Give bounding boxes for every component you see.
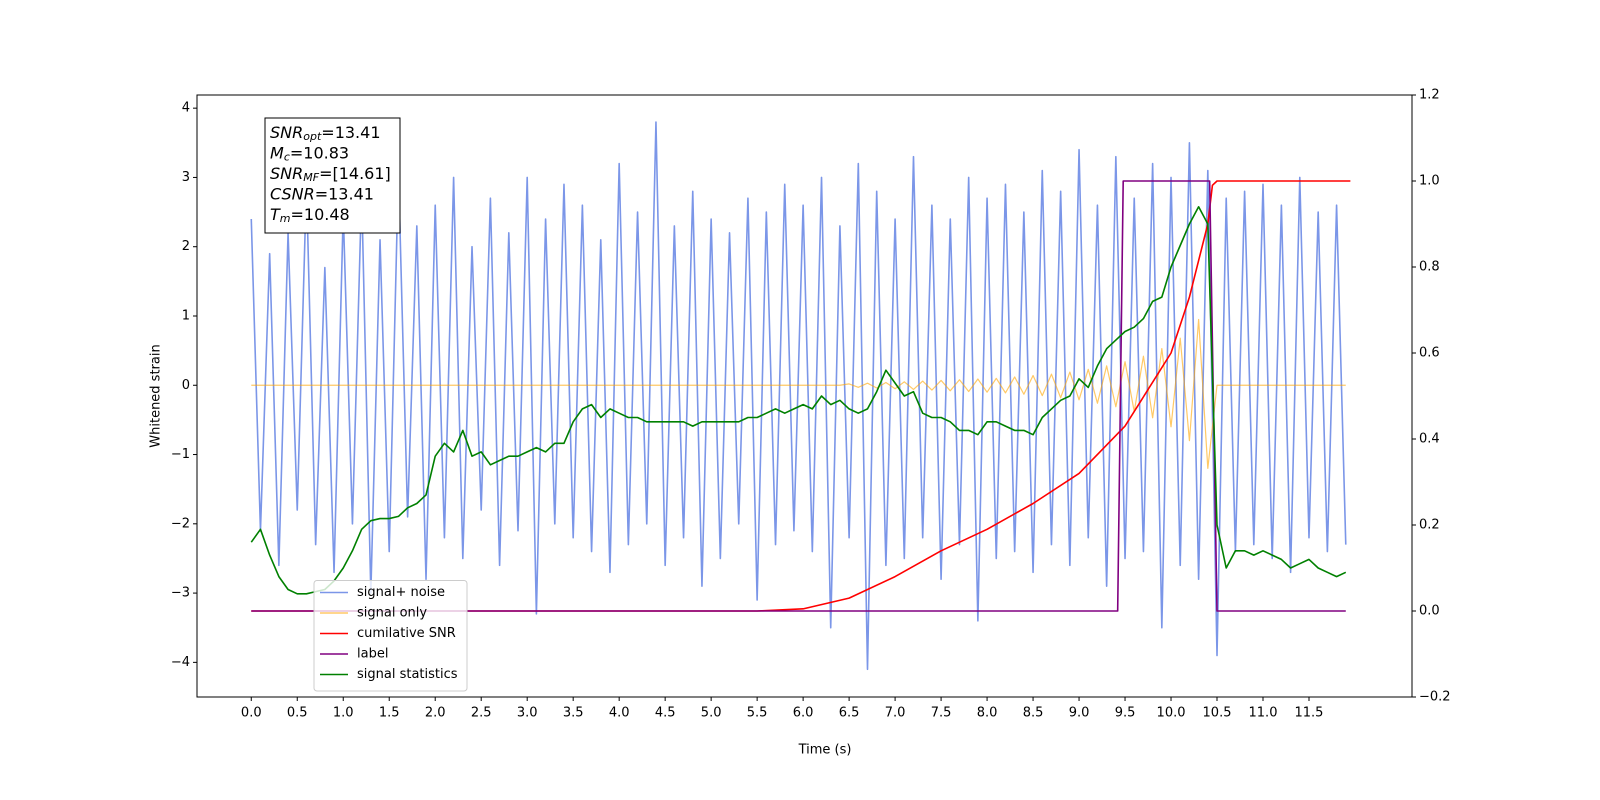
annotation-value: =13.41 xyxy=(315,184,374,203)
x-tick-label: 7.0 xyxy=(885,706,906,721)
annotation-value: =10.48 xyxy=(291,205,350,224)
series-line xyxy=(250,121,1347,671)
x-axis-label: Time (s) xyxy=(798,743,852,758)
series-line xyxy=(251,180,1346,612)
x-tick-label: 0.0 xyxy=(241,706,262,721)
x-tick-label: 2.0 xyxy=(425,706,446,721)
x-tick-label: 6.5 xyxy=(839,706,860,721)
annotation-subscript: opt xyxy=(303,130,322,143)
x-tick-label: 1.0 xyxy=(333,706,354,721)
x-tick-label: 6.0 xyxy=(793,706,814,721)
y-tick-label: 0 xyxy=(182,378,190,393)
annotation-symbol: M xyxy=(270,143,284,162)
annotation-line: SNRMF=[14.61] xyxy=(270,164,391,185)
annotation-value: =13.41 xyxy=(321,123,380,142)
y-tick-label: −3 xyxy=(171,586,190,601)
y-tick-label: 3 xyxy=(182,170,190,185)
legend-label: signal statistics xyxy=(357,667,458,682)
x-tick-label: 1.5 xyxy=(379,706,400,721)
legend-label: cumilative SNR xyxy=(357,626,456,641)
plot-frame xyxy=(196,94,1413,698)
x-tick-label: 5.5 xyxy=(747,706,768,721)
annotation-symbol: T xyxy=(270,205,281,224)
x-tick-label: 10.0 xyxy=(1157,706,1186,721)
y-tick-label: 2 xyxy=(182,239,190,254)
y2-tick-label: 0.2 xyxy=(1419,518,1440,533)
x-tick-label: 11.0 xyxy=(1249,706,1278,721)
x-tick-label: 8.5 xyxy=(1023,706,1044,721)
annotation-value: =10.83 xyxy=(290,143,349,162)
y-tick-label: 4 xyxy=(182,101,190,116)
legend-label: label xyxy=(357,647,388,662)
x-tick-label: 10.5 xyxy=(1203,706,1232,721)
annotation-line: Tm=10.48 xyxy=(270,205,350,226)
x-tick-label: 5.0 xyxy=(701,706,722,721)
annotation-line: Mc=10.83 xyxy=(270,143,349,164)
y2-tick-label: 0.0 xyxy=(1419,604,1440,619)
x-tick-label: 0.5 xyxy=(287,706,308,721)
y2-tick-label: 1.0 xyxy=(1419,174,1440,189)
y-tick-label: −4 xyxy=(171,655,190,670)
annotation-line: SNRopt=13.41 xyxy=(270,123,381,144)
annotation-symbol: CSNR xyxy=(270,184,315,203)
series-line xyxy=(250,206,1347,595)
y2-tick-label: 0.4 xyxy=(1419,432,1440,447)
y-tick-label: −1 xyxy=(171,447,190,462)
legend-label: signal+ noise xyxy=(357,585,445,600)
x-tick-label: 7.5 xyxy=(931,706,952,721)
x-tick-label: 9.0 xyxy=(1069,706,1090,721)
series-line xyxy=(251,318,1346,469)
legend-box xyxy=(313,580,468,692)
legend-label: signal only xyxy=(357,606,427,621)
x-tick-label: 9.5 xyxy=(1115,706,1136,721)
y2-tick-label: 0.6 xyxy=(1419,346,1440,361)
y2-tick-label: −0.2 xyxy=(1419,690,1451,705)
x-tick-label: 3.5 xyxy=(563,706,584,721)
annotation-subscript: m xyxy=(280,212,291,225)
annotation-symbol: SNR xyxy=(270,164,303,183)
annotation-box xyxy=(264,117,401,234)
annotation-value: =[14.61] xyxy=(319,164,391,183)
y2-tick-label: 0.8 xyxy=(1419,260,1440,275)
annotation-line: CSNR=13.41 xyxy=(270,184,374,203)
x-tick-label: 3.0 xyxy=(517,706,538,721)
y-tick-label: −2 xyxy=(171,516,190,531)
y-tick-label: 1 xyxy=(182,308,190,323)
x-tick-label: 11.5 xyxy=(1295,706,1324,721)
x-tick-label: 4.5 xyxy=(655,706,676,721)
x-tick-label: 8.0 xyxy=(977,706,998,721)
y-axis-label: Whitened strain xyxy=(149,344,164,447)
x-tick-label: 2.5 xyxy=(471,706,492,721)
y2-tick-label: 1.2 xyxy=(1419,88,1440,103)
annotation-subscript: MF xyxy=(303,171,319,184)
x-tick-label: 4.0 xyxy=(609,706,630,721)
annotation-subscript: c xyxy=(284,151,290,164)
annotation-symbol: SNR xyxy=(270,123,303,142)
